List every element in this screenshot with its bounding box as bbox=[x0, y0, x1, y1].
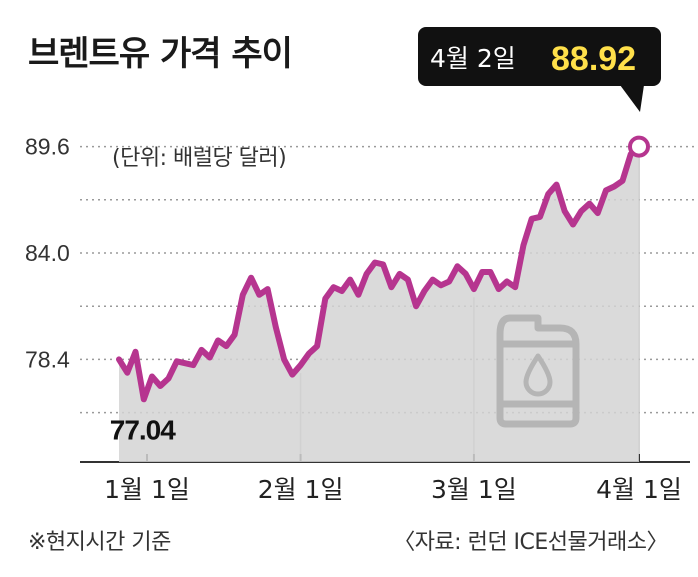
source-label: 〈자료: 런던 ICE선물거래소〉 bbox=[393, 530, 668, 555]
callout-pointer bbox=[620, 85, 644, 112]
callout-value: 88.92 bbox=[551, 40, 636, 78]
unit-label: (단위: 배럴당 달러) bbox=[112, 146, 287, 171]
min-value-label: 77.04 bbox=[110, 414, 176, 445]
x-tick-label: 1월 1일 bbox=[104, 475, 190, 504]
chart-title: 브렌트유 가격 추이 bbox=[28, 34, 293, 74]
x-tick-label: 3월 1일 bbox=[431, 475, 517, 504]
y-axis-labels: 89.6 84.0 78.4 bbox=[25, 134, 70, 373]
callout-date: 4월 2일 bbox=[430, 44, 516, 73]
callout-box bbox=[418, 27, 661, 86]
y-tick-label: 89.6 bbox=[25, 134, 70, 160]
latest-point-marker bbox=[628, 135, 650, 158]
price-line bbox=[116, 143, 642, 403]
price-area bbox=[119, 146, 639, 462]
x-tick-label: 4월 1일 bbox=[596, 475, 682, 504]
oil-canister-icon bbox=[496, 314, 580, 428]
y-tick-label: 78.4 bbox=[25, 346, 70, 372]
x-axis: 1월 1일 2월 1일 3월 1일 4월 1일 bbox=[80, 154, 690, 504]
latest-value-callout: 4월 2일 88.92 bbox=[418, 27, 661, 112]
y-tick-label: 84.0 bbox=[25, 240, 70, 266]
footnote: ※현지시간 기준 bbox=[28, 530, 171, 555]
x-tick-label: 2월 1일 bbox=[258, 475, 344, 504]
